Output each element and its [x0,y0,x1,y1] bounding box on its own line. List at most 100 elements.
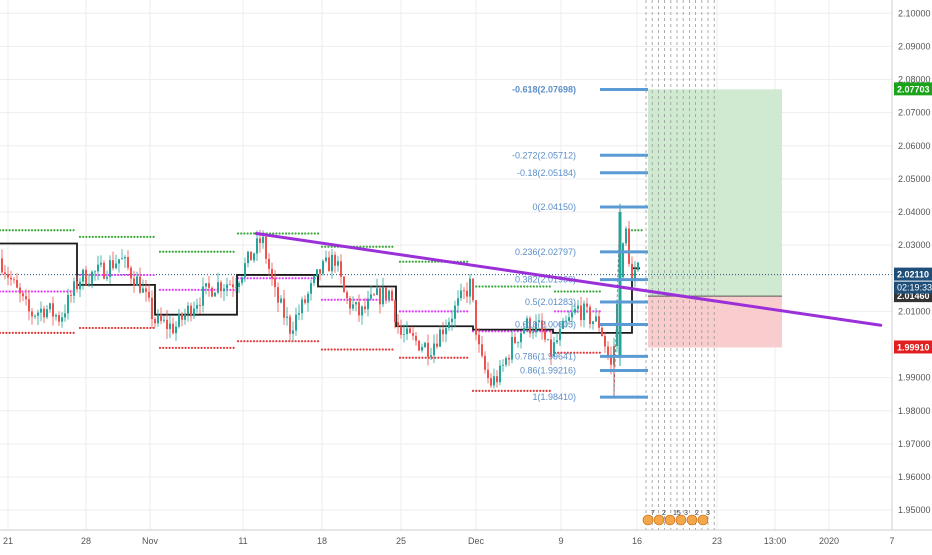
candle-body [577,305,579,309]
indicator-dot [640,229,643,232]
indicator-dot [252,340,256,343]
candle-body [271,268,273,279]
candle-body [301,299,303,314]
candle-body [307,293,309,303]
candle-body [430,355,432,357]
indicator-dot [117,273,120,277]
indicator-dot [333,298,336,301]
candle-body [325,257,327,262]
indicator-dot [491,330,494,333]
candle-body [409,328,411,333]
candle-body [175,326,177,334]
indicator-dot [466,310,469,313]
indicator-dot [327,245,330,248]
indicator-dot [430,260,434,263]
indicator-dot [430,356,434,359]
indicator-dot [184,288,187,291]
candle-body [43,308,45,318]
candle-body [580,305,582,321]
indicator-dot [539,285,542,288]
indicator-dot [139,235,142,238]
candle-body [58,315,60,322]
indicator-dot [82,326,85,330]
indicator-dot [98,235,101,238]
candle-body [618,212,622,358]
indicator-dot [136,235,139,238]
event-badges[interactable]: 7 2 15 3 2 3 [642,510,710,526]
candle-body [352,304,354,309]
indicator-dot [398,260,402,263]
indicator-dot [246,340,249,343]
indicator-dot [576,351,579,354]
candle-body [337,261,339,266]
indicator-dot [388,348,391,351]
indicator-dot [398,310,402,313]
candle-body [445,328,447,335]
indicator-dot [327,298,330,301]
time-axis[interactable]: 21 28 Nov 11 18 25 Dec 9 16 23 13:00 2020 7 [0,529,932,550]
indicator-dot [414,260,418,263]
indicator-dot [232,250,235,253]
indicator-dot [307,340,310,343]
indicator-dot [346,348,349,351]
indicator-dot [519,330,523,333]
indicator-dot [573,351,576,354]
candle-body [550,339,552,357]
indicator-dot [56,331,59,335]
indicator-dot [297,232,300,235]
indicator-dot [481,285,484,288]
price-axis[interactable]: 2.10000 2.09000 2.08000 2.07000 2.06000 2.050… [891,0,932,550]
indicator-dot [375,348,378,351]
candle-body [433,343,435,356]
fib-level-label: 0(2.04150) [532,202,576,212]
indicator-dot [197,288,200,291]
candle-body [85,269,87,285]
candle-body [154,319,156,324]
candle-body [34,315,36,317]
candle-body [241,277,243,283]
candle-body [427,342,429,357]
candle-body [4,272,6,275]
indicator-dot [324,298,327,301]
indicator-dot [171,250,174,253]
trendline[interactable] [254,232,883,327]
fibonacci-retracement[interactable]: -0.618(2.07698) -0.272(2.05712) -0.18(2.05… [512,85,648,403]
indicator-dot [139,326,142,330]
position-zones[interactable] [0,89,892,348]
indicator-dot [246,232,249,235]
indicator-dot [327,348,330,351]
indicator-dot [507,389,510,392]
candle-body [286,316,288,318]
indicator-dot [592,310,595,313]
candle-body [316,269,318,277]
indicator-dot [494,330,497,333]
indicator-dot [34,331,37,335]
indicator-dot [343,348,346,351]
candle-body [205,283,207,287]
candle-body [367,298,369,310]
candle-body [586,303,588,307]
indicator-dot [8,229,11,232]
indicator-dot [216,346,219,349]
candle-body [88,283,90,285]
candle-body [148,291,150,298]
indicator-dot [304,340,307,343]
indicator-dot [146,235,149,238]
candle-body [625,228,627,244]
indicator-dot [542,285,545,288]
candle-body [226,284,228,289]
candle-body [541,320,543,331]
candle-body [595,316,597,322]
indicator-dot [310,232,313,235]
candle-body [406,328,408,335]
indicator-dot [152,326,155,330]
time-tick-label: 23 [712,536,722,546]
indicator-dot [152,273,155,277]
time-tick-label: 2020 [819,536,839,546]
indicator-dot [487,285,491,288]
indicator-dot [14,229,18,232]
candle-body [487,369,489,379]
candle-body [103,262,105,279]
